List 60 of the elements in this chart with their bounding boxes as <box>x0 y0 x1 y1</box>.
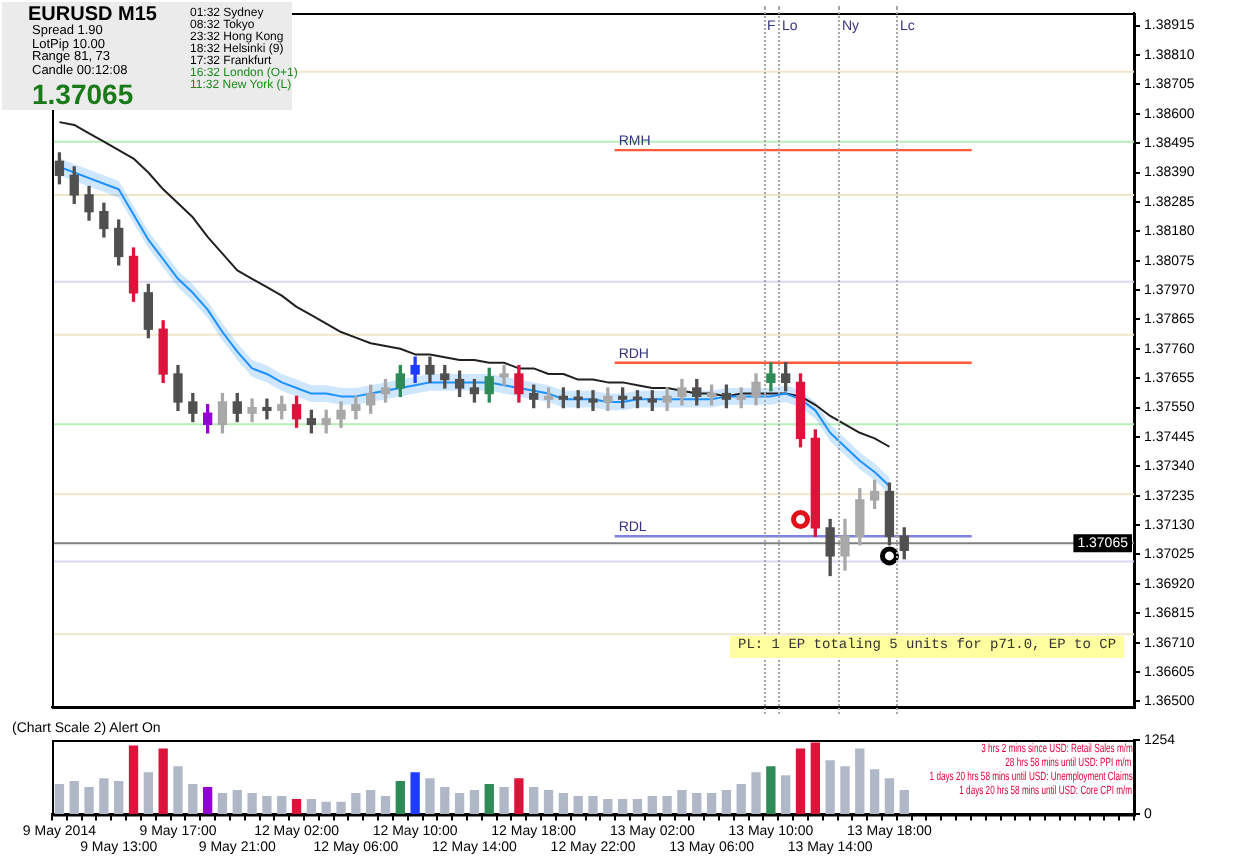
bar <box>484 784 494 815</box>
bar <box>840 766 850 815</box>
bar <box>810 742 820 815</box>
bar <box>617 798 628 815</box>
bar <box>855 748 865 815</box>
bar <box>262 795 272 815</box>
bar <box>647 795 657 815</box>
bar <box>440 787 450 815</box>
bar <box>454 792 465 815</box>
bar <box>69 781 79 815</box>
bar <box>751 772 761 815</box>
bar <box>529 787 539 815</box>
bar <box>351 792 361 815</box>
bar <box>692 792 702 815</box>
bar <box>395 781 405 815</box>
bar <box>173 766 183 815</box>
bar <box>188 784 198 815</box>
bar <box>425 778 435 815</box>
bar <box>869 769 880 815</box>
bar <box>662 795 672 815</box>
bar <box>84 787 94 815</box>
bar <box>410 772 420 815</box>
bar <box>114 781 124 815</box>
bar <box>588 795 598 815</box>
bar <box>899 790 909 815</box>
bar <box>603 798 613 815</box>
bar <box>884 778 895 815</box>
bar <box>721 790 732 815</box>
bar <box>54 784 65 815</box>
bar <box>217 792 228 815</box>
bar <box>558 792 569 815</box>
bar <box>632 798 643 815</box>
annotation: 1.37065 <box>32 78 134 110</box>
bar <box>825 760 835 815</box>
bar <box>202 787 213 815</box>
bar <box>277 795 287 815</box>
bar <box>232 790 242 815</box>
bar <box>306 798 317 815</box>
bar <box>128 745 139 815</box>
bar <box>514 778 524 815</box>
bar <box>143 772 153 815</box>
bar <box>158 748 168 815</box>
bar <box>573 795 583 815</box>
bar <box>469 790 480 815</box>
bar <box>366 790 376 815</box>
bar <box>736 784 746 815</box>
bar <box>99 778 109 815</box>
bar <box>795 748 806 815</box>
bar <box>321 801 331 815</box>
bar <box>247 792 257 815</box>
bar <box>706 792 717 815</box>
chart-title: EURUSD M15 <box>28 4 157 26</box>
bar <box>543 790 554 815</box>
bar <box>291 798 302 815</box>
bar <box>499 787 509 815</box>
bar <box>677 790 687 815</box>
bar <box>766 766 776 815</box>
bar <box>380 795 391 815</box>
bar <box>781 775 791 815</box>
bar <box>336 801 346 815</box>
